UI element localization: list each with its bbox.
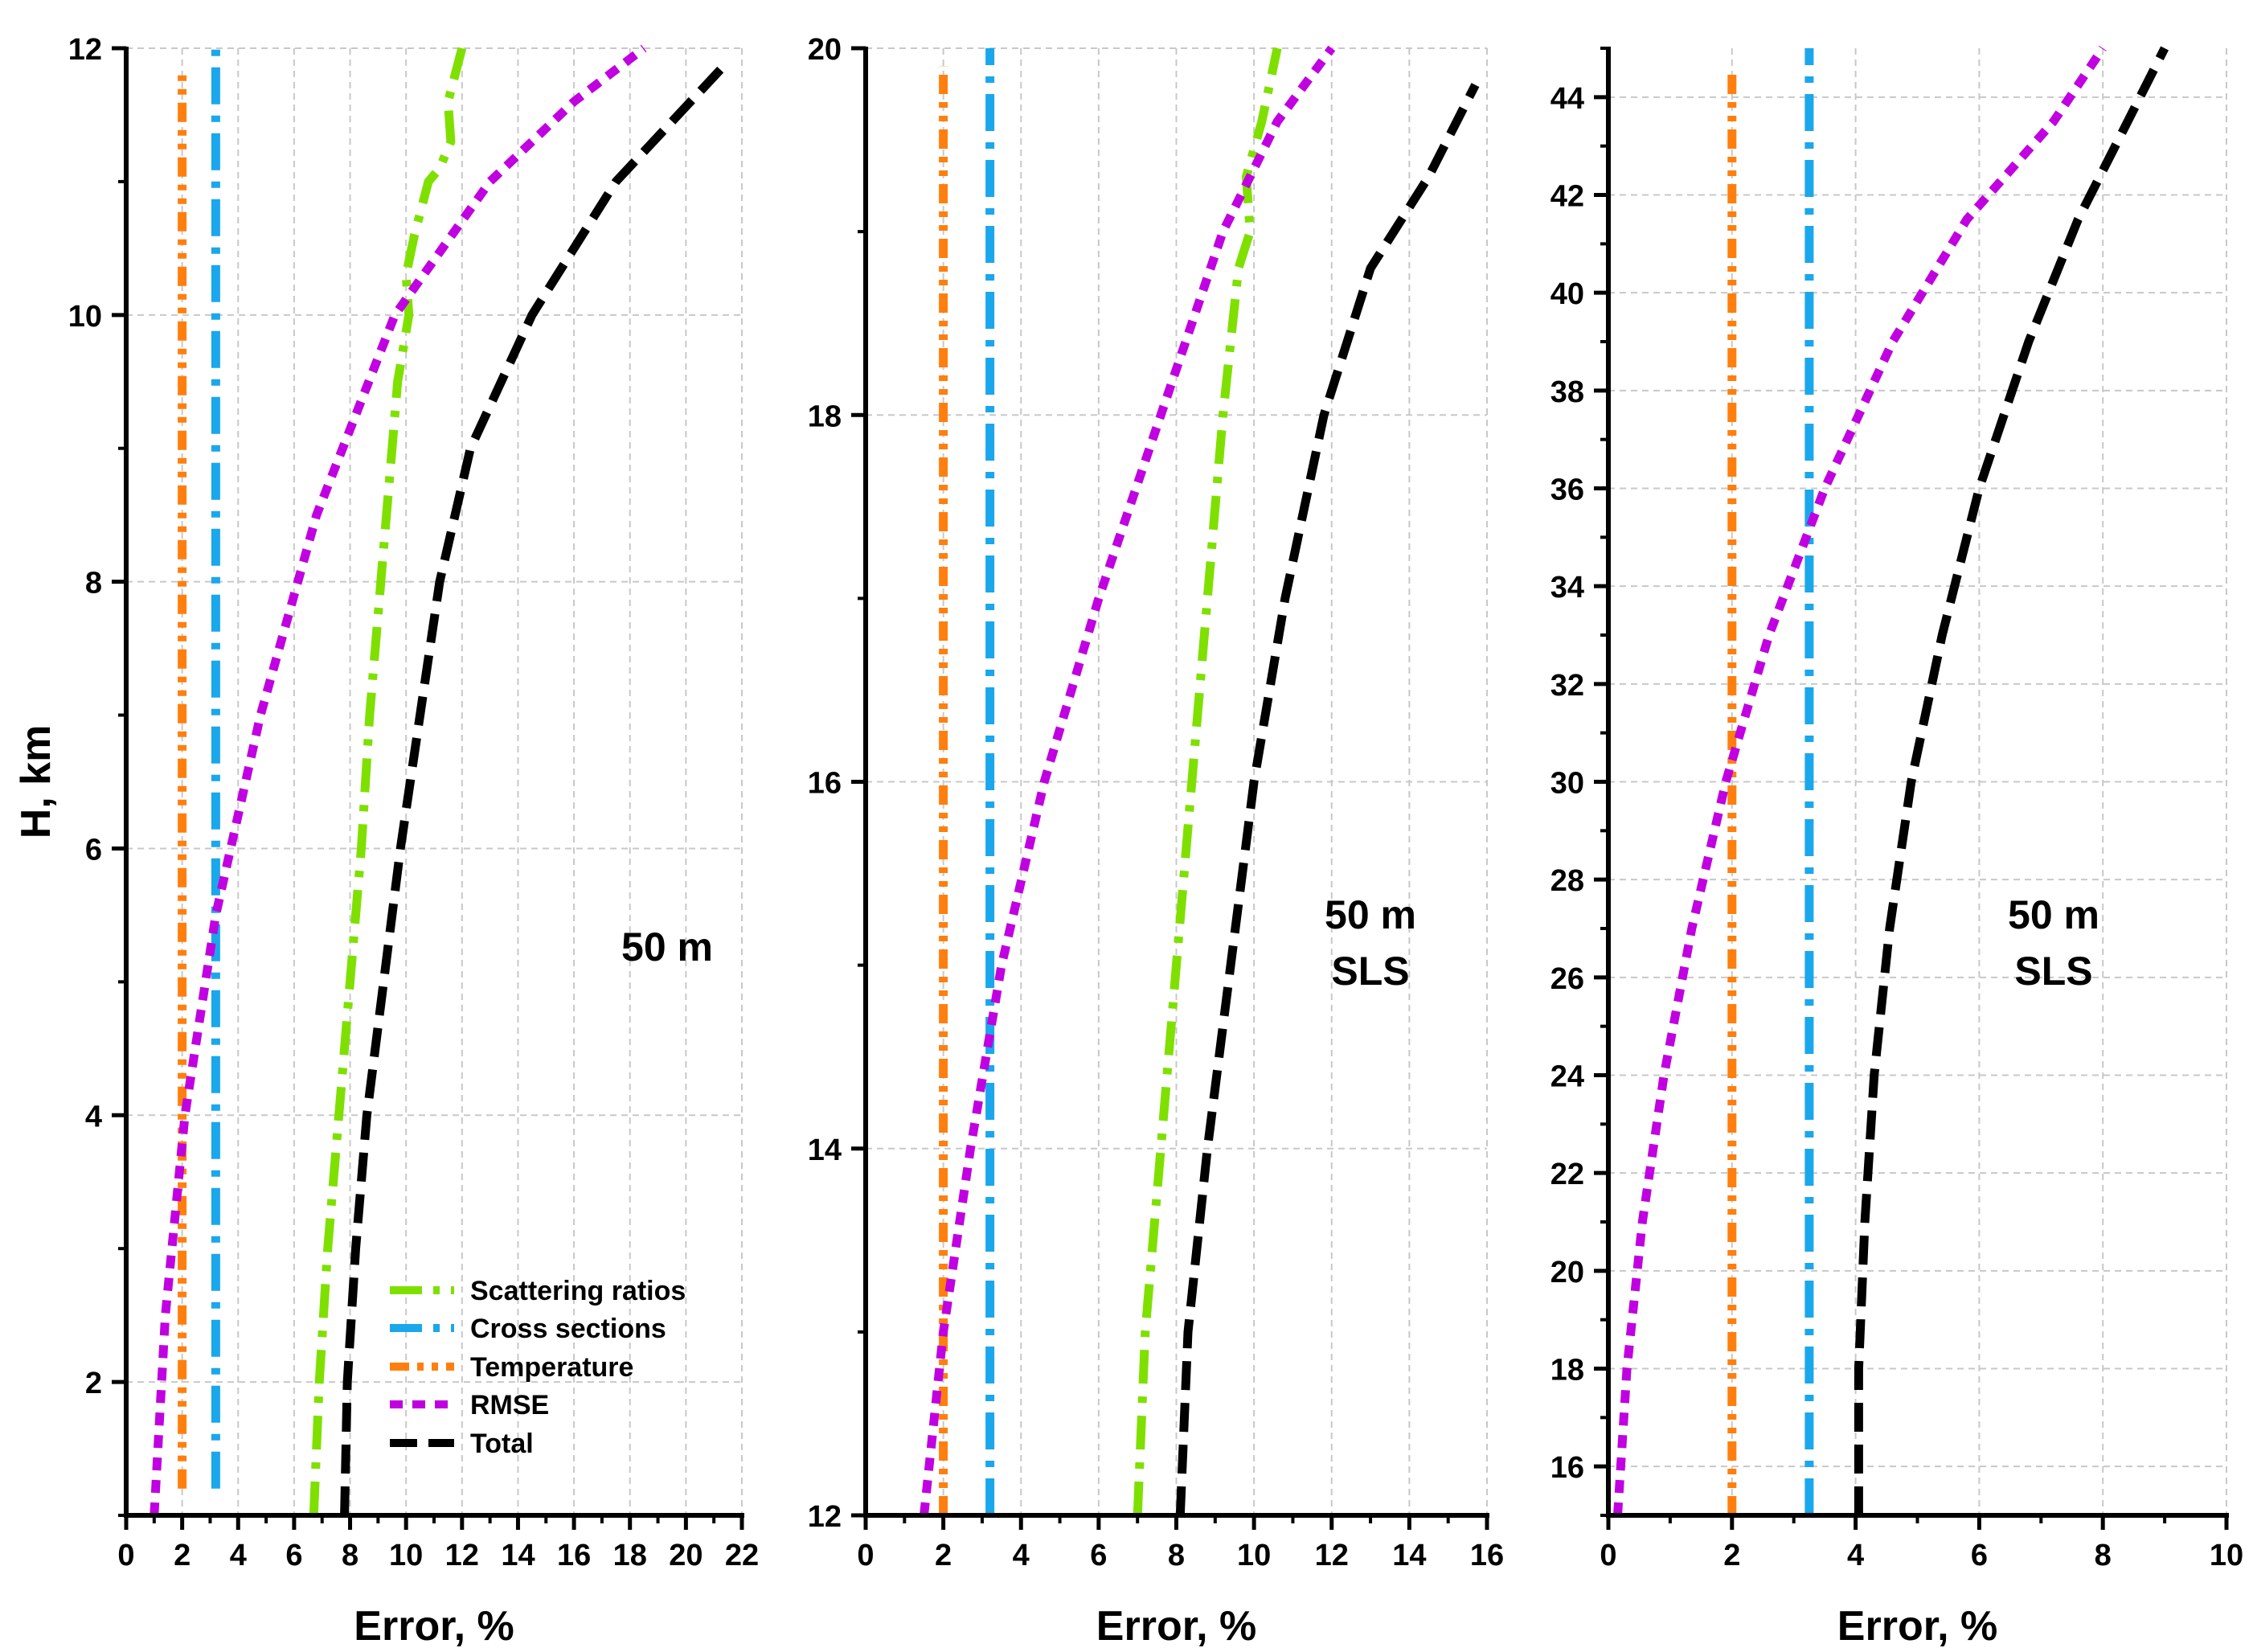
y-tick-label: 18 — [1550, 1354, 1584, 1388]
y-tick-label: 14 — [808, 1133, 842, 1167]
y-tick-label: 28 — [1550, 864, 1584, 898]
y-tick-label: 10 — [68, 300, 102, 334]
y-tick-label: 42 — [1550, 180, 1584, 214]
y-tick-label: 16 — [1550, 1451, 1584, 1485]
panel-annotation: 50 m — [2008, 892, 2099, 937]
y-tick-label: 18 — [808, 400, 842, 433]
y-tick-label: 12 — [808, 1500, 842, 1534]
series-total — [1854, 46, 2169, 1515]
y-tick-label: 4 — [85, 1100, 102, 1133]
x-tick-label: 8 — [342, 1539, 358, 1572]
series-rmse — [1613, 45, 2107, 1516]
x-tick-label: 18 — [613, 1539, 647, 1572]
y-tick-label: 24 — [1550, 1060, 1584, 1094]
y-tick-label: 22 — [1550, 1158, 1584, 1191]
y-tick-label: 40 — [1550, 277, 1584, 311]
y-tick-label: 38 — [1550, 375, 1584, 409]
x-tick-label: 12 — [1315, 1539, 1349, 1572]
legend-label-cross: Cross sections — [470, 1314, 666, 1344]
y-tick-label: 32 — [1550, 669, 1584, 703]
x-axis-title: Error, % — [354, 1603, 514, 1650]
x-tick-label: 8 — [1168, 1539, 1185, 1572]
y-tick-label: 20 — [1550, 1256, 1584, 1289]
series-scattering — [309, 47, 467, 1516]
y-tick-label: 2 — [85, 1367, 102, 1400]
series-total — [1175, 83, 1480, 1516]
series-total — [340, 58, 731, 1516]
x-tick-label: 0 — [117, 1539, 134, 1572]
y-tick-label: 26 — [1550, 962, 1584, 996]
panel-annotation: SLS — [2014, 949, 2092, 994]
legend-label-scattering: Scattering ratios — [470, 1276, 686, 1306]
x-tick-label: 6 — [1971, 1539, 1988, 1572]
panel-annotation: 50 m — [621, 924, 713, 969]
x-tick-label: 2 — [1723, 1539, 1740, 1572]
x-tick-label: 2 — [935, 1539, 952, 1572]
series-rmse — [150, 44, 647, 1516]
x-tick-label: 22 — [725, 1539, 759, 1572]
x-tick-label: 14 — [501, 1539, 535, 1572]
panel-annotation: 50 m — [1325, 892, 1416, 937]
x-tick-label: 8 — [2095, 1539, 2112, 1572]
y-tick-label: 44 — [1550, 82, 1584, 116]
panel-annotation: SLS — [1331, 949, 1409, 994]
legend-label-temperature: Temperature — [470, 1352, 633, 1383]
y-tick-label: 12 — [68, 33, 102, 67]
legend-label-total: Total — [470, 1429, 534, 1459]
x-tick-label: 14 — [1392, 1539, 1426, 1572]
x-tick-label: 4 — [1013, 1539, 1030, 1572]
x-tick-label: 16 — [557, 1539, 591, 1572]
y-tick-label: 36 — [1550, 473, 1584, 507]
x-tick-label: 10 — [389, 1539, 423, 1572]
y-tick-label: 6 — [85, 833, 102, 867]
y-tick-label: 34 — [1550, 571, 1584, 605]
x-tick-label: 6 — [1090, 1539, 1107, 1572]
panel-middle: 0 2 4 6 8 10 12 14 16 12 14 16 18 20 Error, % 50 m SLS — [808, 33, 1504, 1650]
panel-right: 0 2 4 6 8 10161820222426283032343638404244Err… — [1550, 45, 2243, 1650]
x-tick-label: 2 — [174, 1539, 190, 1572]
y-tick-label: 20 — [808, 33, 842, 67]
x-tick-label: 12 — [445, 1539, 479, 1572]
series-scattering — [1133, 47, 1282, 1516]
y-tick-label: 8 — [85, 567, 102, 601]
x-tick-label: 0 — [1600, 1539, 1616, 1572]
y-tick-label: 16 — [808, 767, 842, 801]
x-tick-label: 0 — [857, 1539, 874, 1572]
x-axis-title: Error, % — [1837, 1603, 1997, 1650]
y-tick-label: 30 — [1550, 767, 1584, 801]
x-tick-label: 10 — [2210, 1539, 2243, 1572]
legend-label-rmse: RMSE — [470, 1390, 549, 1420]
x-tick-label: 20 — [669, 1539, 703, 1572]
x-tick-label: 4 — [230, 1539, 247, 1572]
x-tick-label: 16 — [1470, 1539, 1504, 1572]
x-tick-label: 6 — [285, 1539, 302, 1572]
x-tick-label: 4 — [1847, 1539, 1864, 1572]
x-tick-label: 10 — [1237, 1539, 1271, 1572]
legend: Scattering ratios Cross sections Tempera… — [390, 1276, 686, 1459]
y-axis-title: H, km — [13, 725, 59, 839]
series-rmse — [920, 45, 1336, 1516]
x-axis-title: Error, % — [1096, 1603, 1256, 1650]
